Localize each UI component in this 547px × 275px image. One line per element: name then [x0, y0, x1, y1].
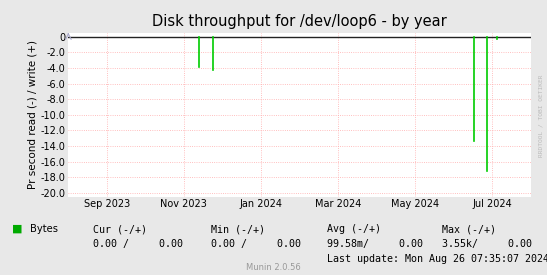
Text: Min (-/+): Min (-/+): [211, 224, 265, 234]
Text: RRDTOOL / TOBI OETIKER: RRDTOOL / TOBI OETIKER: [538, 74, 543, 157]
Text: 0.00 /     0.00: 0.00 / 0.00: [211, 239, 301, 249]
Text: Cur (-/+): Cur (-/+): [93, 224, 147, 234]
Text: Max (-/+): Max (-/+): [442, 224, 496, 234]
Y-axis label: Pr second read (-) / write (+): Pr second read (-) / write (+): [28, 40, 38, 189]
Text: 0.00 /     0.00: 0.00 / 0.00: [93, 239, 183, 249]
Text: Munin 2.0.56: Munin 2.0.56: [246, 263, 301, 272]
Title: Disk throughput for /dev/loop6 - by year: Disk throughput for /dev/loop6 - by year: [152, 14, 447, 29]
Text: 99.58m/     0.00: 99.58m/ 0.00: [327, 239, 423, 249]
Text: Bytes: Bytes: [30, 224, 58, 234]
Text: ■: ■: [12, 224, 22, 234]
Text: Avg (-/+): Avg (-/+): [327, 224, 381, 234]
Text: Last update: Mon Aug 26 07:35:07 2024: Last update: Mon Aug 26 07:35:07 2024: [327, 254, 547, 264]
Text: 3.55k/     0.00: 3.55k/ 0.00: [442, 239, 532, 249]
